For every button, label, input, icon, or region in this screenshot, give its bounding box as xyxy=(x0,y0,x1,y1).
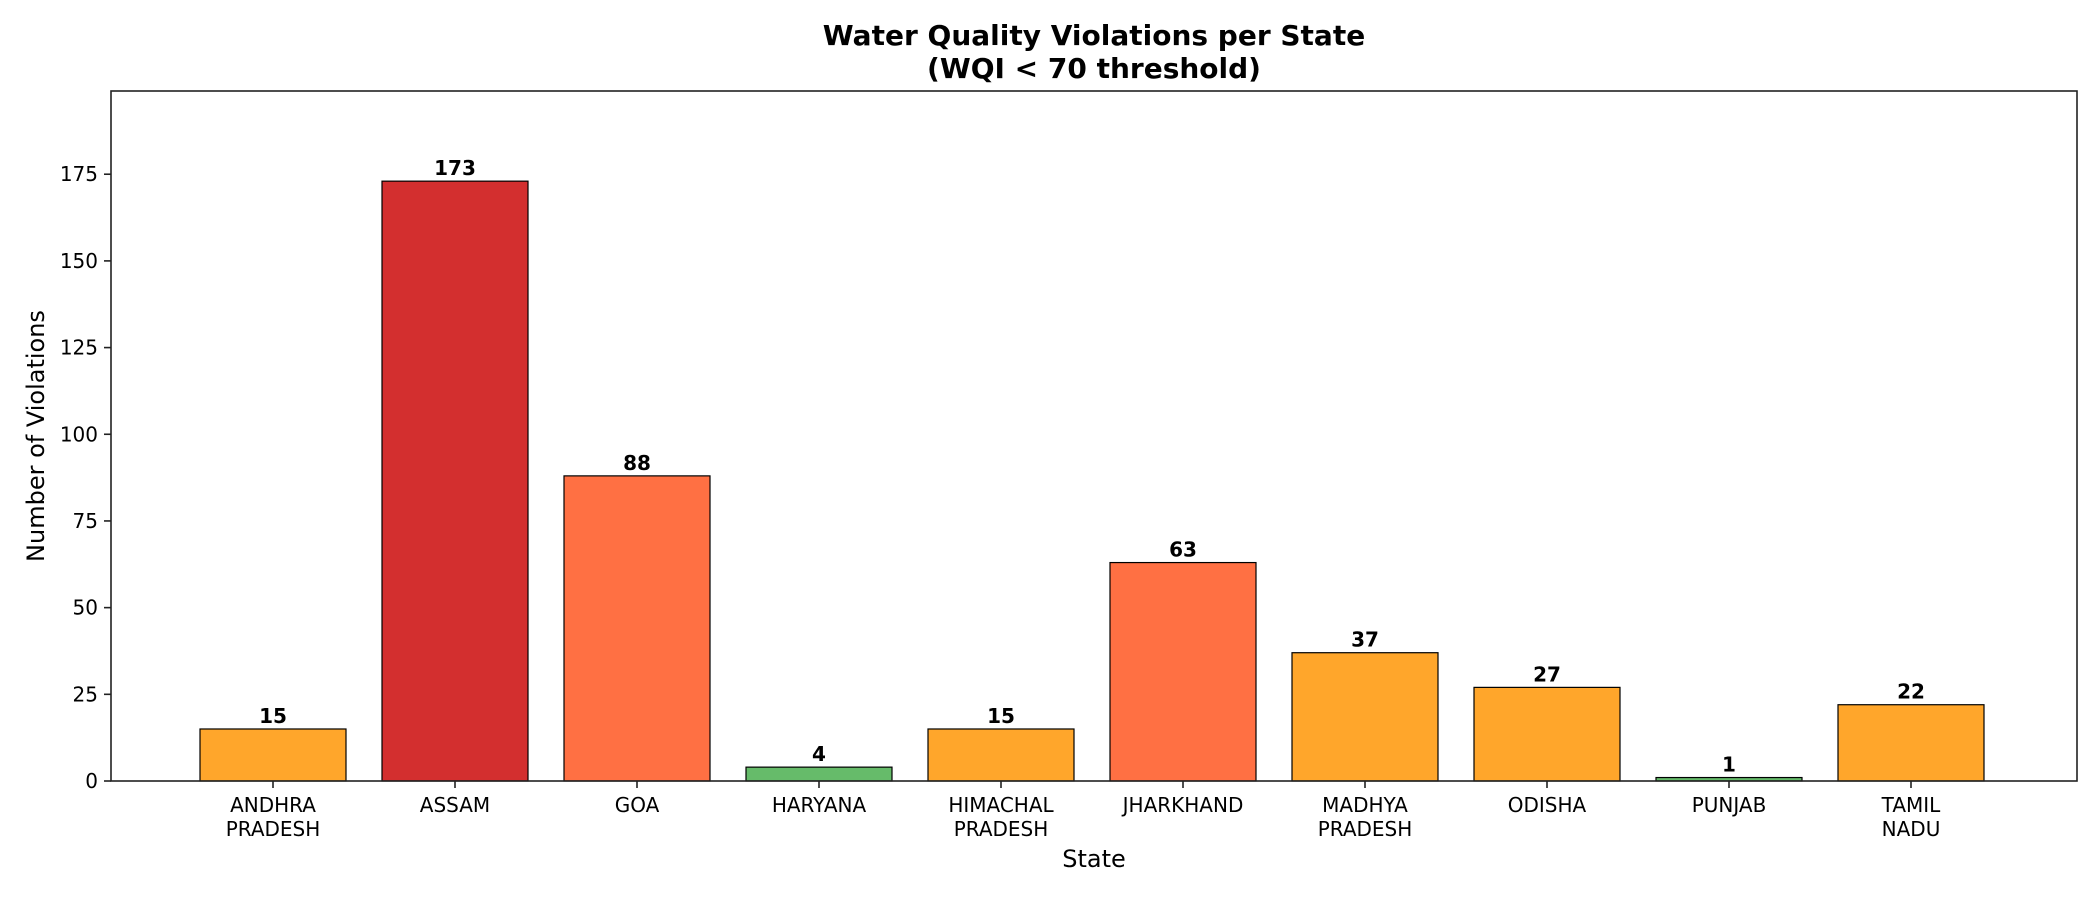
x-tick-label: PRADESH xyxy=(1318,817,1413,841)
y-tick-label: 125 xyxy=(60,336,98,360)
x-tick-label: PUNJAB xyxy=(1692,793,1767,817)
y-tick-label: 100 xyxy=(60,422,98,446)
x-axis-label: State xyxy=(1062,845,1126,873)
data-label: 4 xyxy=(812,742,826,766)
y-tick-label: 75 xyxy=(73,509,98,533)
data-label: 88 xyxy=(623,451,651,475)
x-tick-label: TAMIL xyxy=(1881,793,1942,817)
y-axis: 0 25 50 75 100 125 150 175 xyxy=(60,162,111,793)
plot-frame xyxy=(110,90,2078,782)
bar xyxy=(563,475,711,782)
y-tick-label: 50 xyxy=(73,596,98,620)
bar xyxy=(381,180,529,782)
bar xyxy=(1837,704,1985,782)
y-tick-label: 0 xyxy=(85,769,98,793)
x-tick-label: ANDHRA xyxy=(230,793,316,817)
y-tick-label: 175 xyxy=(60,162,98,186)
data-label: 15 xyxy=(259,704,287,728)
data-label: 63 xyxy=(1169,538,1197,562)
y-tick-label: 150 xyxy=(60,249,98,273)
data-label: 37 xyxy=(1351,628,1379,652)
x-tick-label: JHARKHAND xyxy=(1121,793,1244,817)
y-axis-label: Number of Violations xyxy=(22,310,50,562)
bar xyxy=(199,728,347,782)
bar xyxy=(1291,652,1439,782)
x-tick-label: NADU xyxy=(1882,817,1941,841)
x-tick-label: ODISHA xyxy=(1508,793,1587,817)
bars-group: 15 173 88 4 15 63 37 27 1 22 xyxy=(199,156,1985,782)
x-tick-label: MADHYA xyxy=(1322,793,1408,817)
bar xyxy=(745,766,893,782)
x-tick-label: GOA xyxy=(615,793,660,817)
x-tick-label: ASSAM xyxy=(420,793,490,817)
x-tick-label: PRADESH xyxy=(954,817,1049,841)
data-label: 1 xyxy=(1722,753,1736,777)
bar xyxy=(1109,561,1257,782)
x-tick-label: HIMACHAL xyxy=(948,793,1054,817)
data-label: 15 xyxy=(987,704,1015,728)
chart-title-line-2: (WQI < 70 threshold) xyxy=(927,52,1261,85)
data-label: 22 xyxy=(1897,680,1925,704)
bar xyxy=(927,728,1075,782)
chart-title-line-1: Water Quality Violations per State xyxy=(823,19,1365,52)
data-label: 27 xyxy=(1533,662,1561,686)
data-label: 173 xyxy=(434,156,476,180)
x-tick-label: PRADESH xyxy=(226,817,321,841)
bar xyxy=(1473,686,1621,782)
y-tick-label: 25 xyxy=(73,682,98,706)
x-tick-label: HARYANA xyxy=(772,793,867,817)
